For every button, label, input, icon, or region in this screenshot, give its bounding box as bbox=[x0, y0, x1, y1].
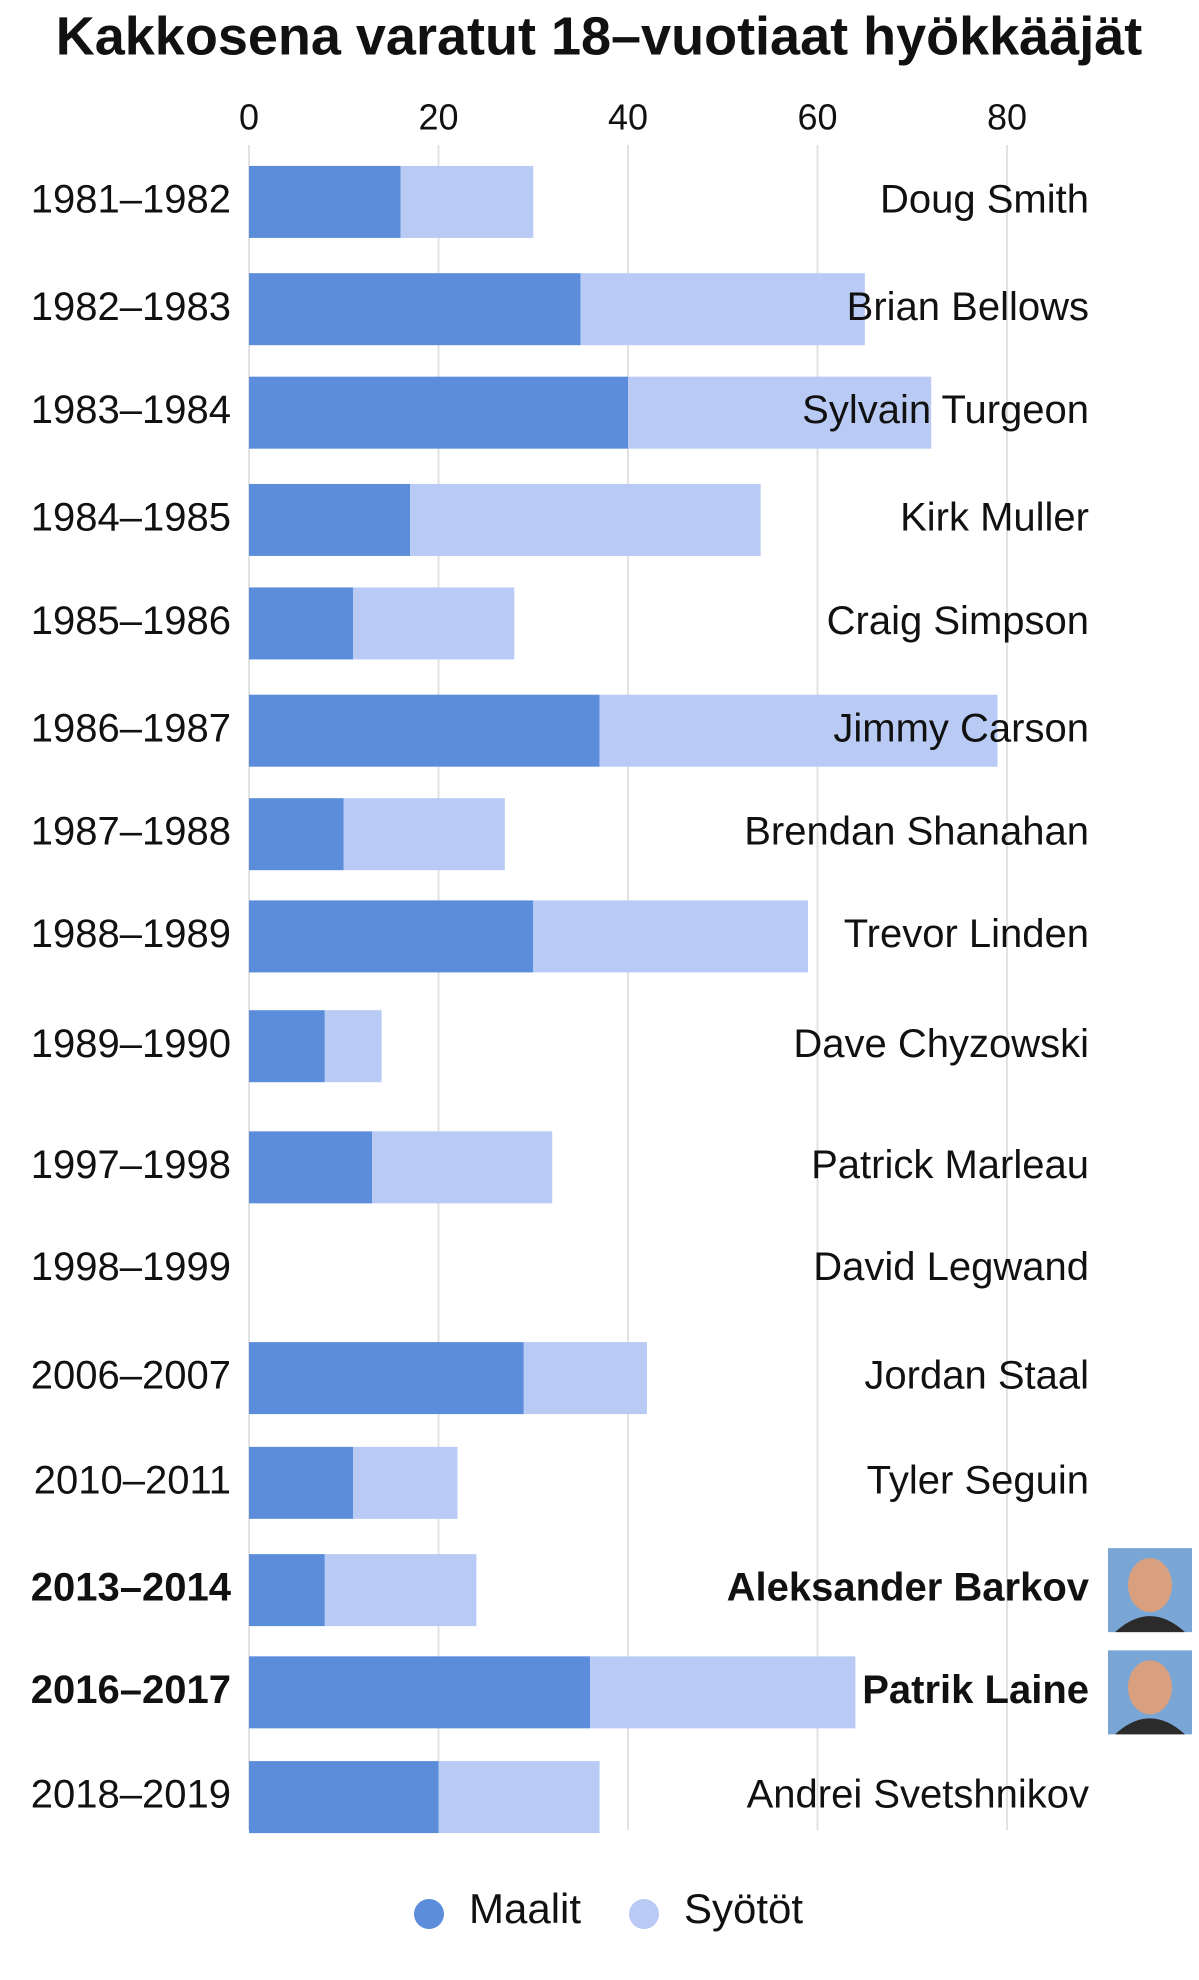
category-label: 1982–1983 bbox=[31, 285, 231, 329]
bar-segment bbox=[249, 1554, 325, 1627]
legend-swatch bbox=[629, 1899, 659, 1929]
x-tick-label: 20 bbox=[418, 97, 458, 138]
bar-segment bbox=[372, 1131, 553, 1204]
player-name: Dave Chyzowski bbox=[793, 1022, 1089, 1066]
bar-segment bbox=[249, 483, 411, 556]
player-name: Doug Smith bbox=[880, 177, 1089, 221]
bar-segment bbox=[249, 165, 401, 238]
photo-head bbox=[1128, 1558, 1172, 1613]
x-tick-label: 60 bbox=[797, 97, 837, 138]
bar-segment bbox=[324, 1010, 382, 1083]
category-label: 1989–1990 bbox=[31, 1022, 231, 1066]
player-name: Brian Bellows bbox=[847, 285, 1089, 329]
bar-segment bbox=[410, 483, 761, 556]
player-name: Tyler Seguin bbox=[867, 1458, 1089, 1502]
category-label: 1988–1989 bbox=[31, 912, 231, 956]
player-name: Sylvain Turgeon bbox=[802, 388, 1089, 432]
bar-segment bbox=[249, 798, 344, 871]
bar-segment bbox=[533, 900, 809, 973]
category-label: 1986–1987 bbox=[31, 706, 231, 750]
bar-segment bbox=[343, 798, 505, 871]
bar-segment bbox=[353, 1446, 458, 1519]
bar-segment bbox=[400, 165, 534, 238]
bar-segment bbox=[249, 273, 581, 346]
category-label: 2010–2011 bbox=[34, 1458, 231, 1502]
legend-label: Syötöt bbox=[684, 1885, 803, 1932]
player-name: Craig Simpson bbox=[827, 599, 1089, 643]
bar-segment bbox=[249, 376, 628, 449]
category-label: 1983–1984 bbox=[31, 388, 231, 432]
player-name: Patrik Laine bbox=[862, 1668, 1089, 1712]
category-label: 1998–1999 bbox=[31, 1245, 231, 1289]
legend-swatch bbox=[414, 1899, 444, 1929]
bar-segment bbox=[628, 376, 932, 449]
player-name: Jimmy Carson bbox=[833, 706, 1089, 750]
bar-segment bbox=[249, 694, 600, 767]
bar-segment bbox=[353, 587, 515, 660]
bar-segment bbox=[580, 273, 865, 346]
bar-segment bbox=[249, 1656, 591, 1729]
player-photo bbox=[1108, 1650, 1192, 1735]
player-name: Brendan Shanahan bbox=[744, 810, 1089, 854]
bar-segment bbox=[249, 1010, 325, 1083]
category-label: 2018–2019 bbox=[31, 1773, 231, 1817]
x-tick-label: 80 bbox=[987, 97, 1027, 138]
bar-segment bbox=[324, 1554, 477, 1627]
category-label: 2006–2007 bbox=[31, 1354, 231, 1398]
bar-segment bbox=[249, 1342, 524, 1415]
bar-segment bbox=[599, 694, 998, 767]
player-name: Aleksander Barkov bbox=[727, 1566, 1090, 1610]
category-label: 2016–2017 bbox=[31, 1668, 231, 1712]
category-label: 1997–1998 bbox=[31, 1143, 231, 1187]
legend-label: Maalit bbox=[469, 1885, 581, 1932]
category-label: 1981–1982 bbox=[31, 177, 231, 221]
player-name: Patrick Marleau bbox=[811, 1143, 1089, 1187]
player-name: Andrei Svetshnikov bbox=[747, 1773, 1089, 1817]
player-name: Kirk Muller bbox=[900, 496, 1089, 540]
bar-segment bbox=[249, 587, 354, 660]
category-label: 1984–1985 bbox=[31, 496, 231, 540]
player-name: Trevor Linden bbox=[844, 912, 1089, 956]
player-name: David Legwand bbox=[813, 1245, 1089, 1289]
x-tick-label: 0 bbox=[239, 97, 259, 138]
photo-body bbox=[1115, 1718, 1185, 1735]
bar-segment bbox=[523, 1342, 647, 1415]
bar-segment bbox=[249, 1761, 439, 1834]
player-photo bbox=[1108, 1548, 1192, 1633]
player-name: Jordan Staal bbox=[864, 1354, 1089, 1398]
photo-body bbox=[1115, 1616, 1185, 1633]
bar-segment bbox=[249, 1446, 354, 1519]
category-label: 1985–1986 bbox=[31, 599, 231, 643]
x-tick-label: 40 bbox=[608, 97, 648, 138]
chart-title: Kakkosena varatut 18–vuotiaat hyökkääjät bbox=[56, 6, 1143, 66]
bar-segment bbox=[438, 1761, 600, 1834]
bar-segment bbox=[590, 1656, 856, 1729]
category-label: 2013–2014 bbox=[31, 1566, 232, 1610]
photo-head bbox=[1128, 1660, 1172, 1715]
bar-segment bbox=[249, 1131, 373, 1204]
bar-segment bbox=[249, 900, 534, 973]
category-label: 1987–1988 bbox=[31, 810, 231, 854]
